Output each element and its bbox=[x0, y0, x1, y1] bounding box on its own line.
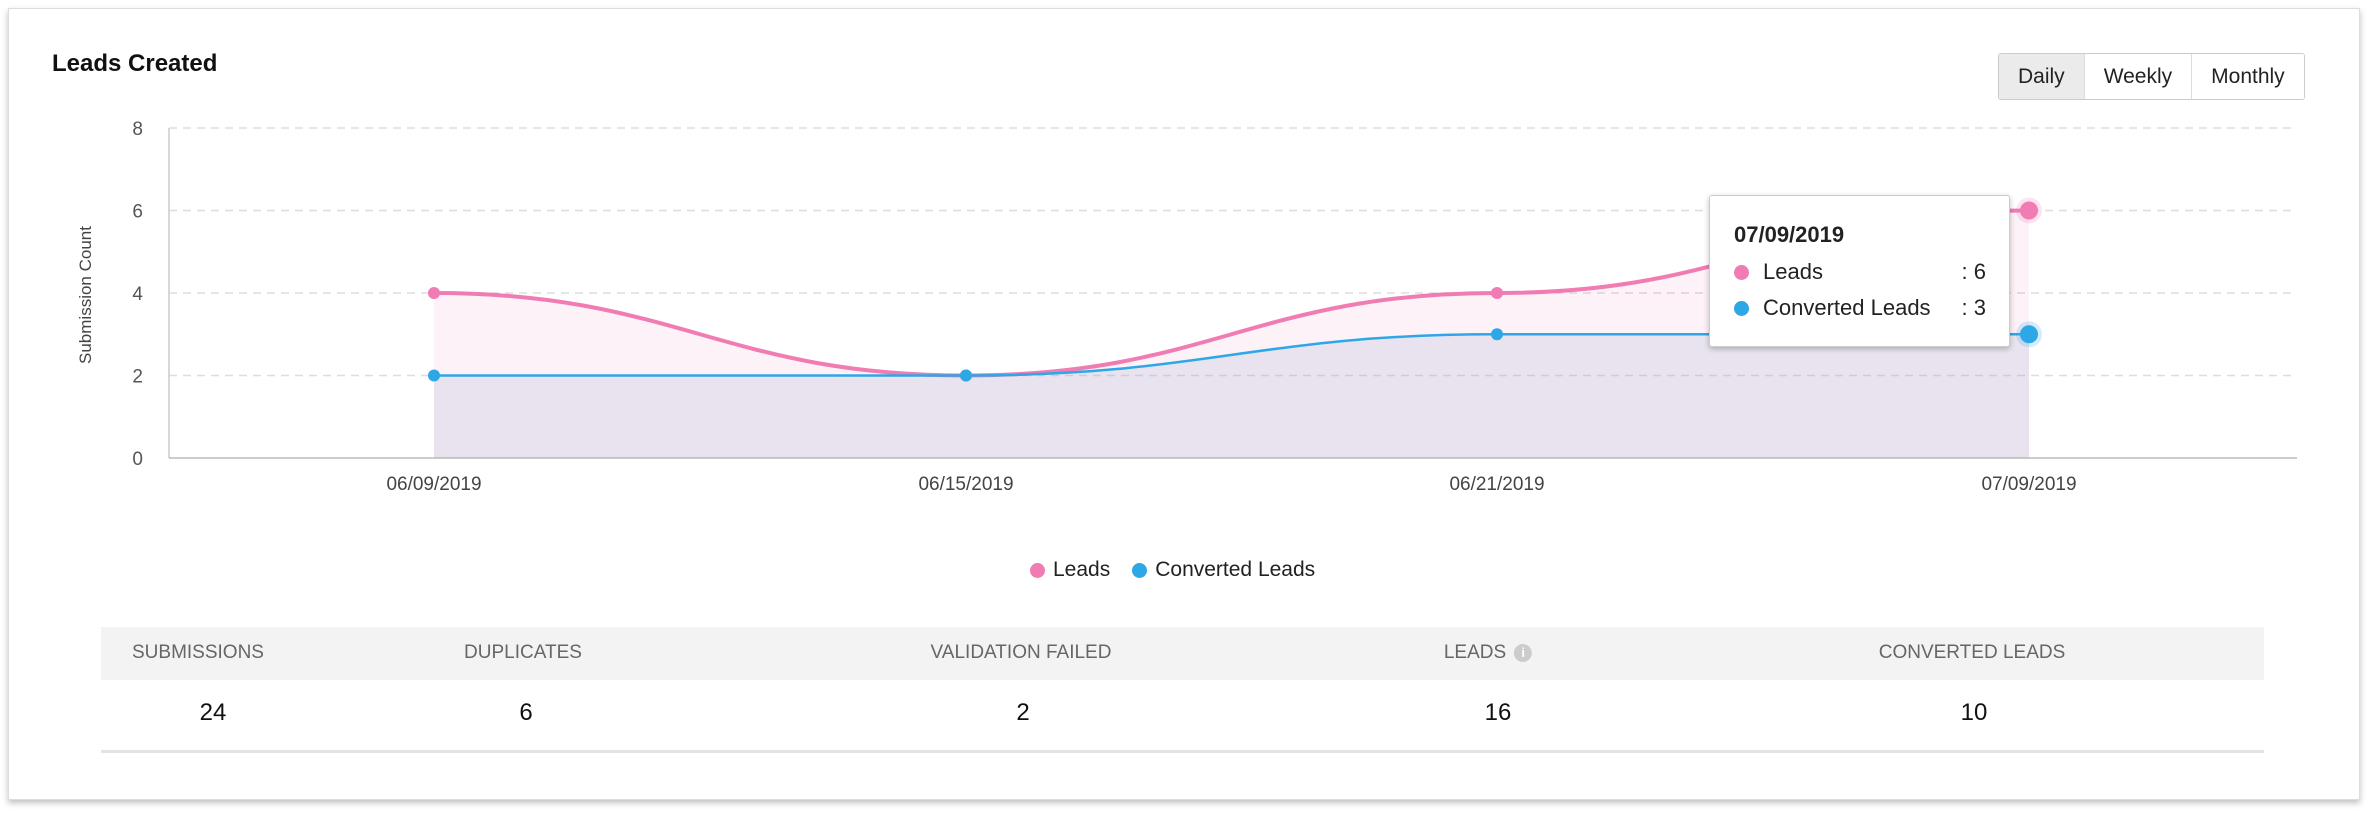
header-duplicates: DUPLICATES bbox=[464, 642, 582, 663]
data-point bbox=[1491, 328, 1503, 341]
chart-legend: Leads Converted Leads bbox=[1030, 558, 1315, 582]
legend-item-leads[interactable]: Leads bbox=[1030, 558, 1110, 582]
header-leads-label: LEADS bbox=[1443, 642, 1507, 663]
y-tick-label: 6 bbox=[132, 202, 143, 223]
legend-item-converted-leads[interactable]: Converted Leads bbox=[1132, 558, 1315, 582]
card-title: Leads Created bbox=[52, 50, 218, 77]
chart-tooltip: 07/09/2019 Leads : 6 Converted Leads : 3 bbox=[1709, 195, 2010, 347]
data-point bbox=[1491, 287, 1503, 299]
summary-table: SUBMISSIONS DUPLICATES VALIDATION FAILED… bbox=[101, 627, 2264, 753]
value-validation-failed: 2 bbox=[1016, 699, 1030, 726]
tooltip-label: Leads bbox=[1763, 259, 1823, 284]
tooltip-row-leads: Leads : 6 bbox=[1734, 259, 1986, 285]
y-tick-label: 2 bbox=[132, 367, 143, 388]
value-submissions: 24 bbox=[199, 699, 227, 726]
summary-header bbox=[101, 627, 2264, 680]
legend-label: Leads bbox=[1053, 558, 1111, 581]
weekly-button[interactable]: Weekly bbox=[2083, 54, 2192, 99]
y-tick-label: 8 bbox=[132, 119, 143, 140]
x-tick-label: 06/15/2019 bbox=[918, 474, 1013, 495]
data-point bbox=[2020, 201, 2038, 220]
header-leads: LEADS i bbox=[1443, 642, 1533, 664]
leads-dot-icon bbox=[1734, 264, 1749, 280]
area-converted-leads bbox=[434, 334, 2029, 458]
daily-button[interactable]: Daily bbox=[1999, 54, 2084, 99]
x-tick-label: 06/21/2019 bbox=[1449, 474, 1544, 495]
legend-label: Converted Leads bbox=[1155, 558, 1316, 581]
tooltip-date: 07/09/2019 bbox=[1734, 222, 1845, 247]
x-tick-label: 07/09/2019 bbox=[1981, 474, 2076, 495]
converted-dot-icon bbox=[1734, 300, 1749, 316]
tooltip-label: Converted Leads bbox=[1763, 295, 1931, 320]
y-tick-label: 0 bbox=[132, 449, 143, 470]
data-point bbox=[428, 287, 440, 299]
tooltip-value: : 3 bbox=[1961, 295, 1986, 320]
leads-dot-icon bbox=[1030, 562, 1045, 578]
header-converted-leads: CONVERTED LEADS bbox=[1878, 642, 2066, 663]
data-point bbox=[2020, 325, 2038, 344]
converted-dot-icon bbox=[1132, 562, 1148, 578]
header-submissions: SUBMISSIONS bbox=[132, 642, 264, 663]
value-leads: 16 bbox=[1484, 699, 1512, 726]
info-icon[interactable]: i bbox=[1514, 643, 1533, 662]
y-tick-label: 4 bbox=[132, 284, 143, 305]
tooltip-row-converted: Converted Leads : 3 bbox=[1734, 295, 1986, 321]
period-toggle: Daily Weekly Monthly bbox=[1998, 53, 2305, 100]
tooltip-value: : 6 bbox=[1961, 259, 1986, 284]
header-validation-failed: VALIDATION FAILED bbox=[930, 642, 1112, 663]
monthly-button[interactable]: Monthly bbox=[2191, 54, 2304, 99]
data-point bbox=[428, 369, 440, 382]
x-tick-label: 06/09/2019 bbox=[386, 474, 481, 495]
data-point bbox=[960, 369, 972, 382]
value-converted-leads: 10 bbox=[1960, 699, 1988, 726]
value-duplicates: 6 bbox=[519, 699, 533, 726]
